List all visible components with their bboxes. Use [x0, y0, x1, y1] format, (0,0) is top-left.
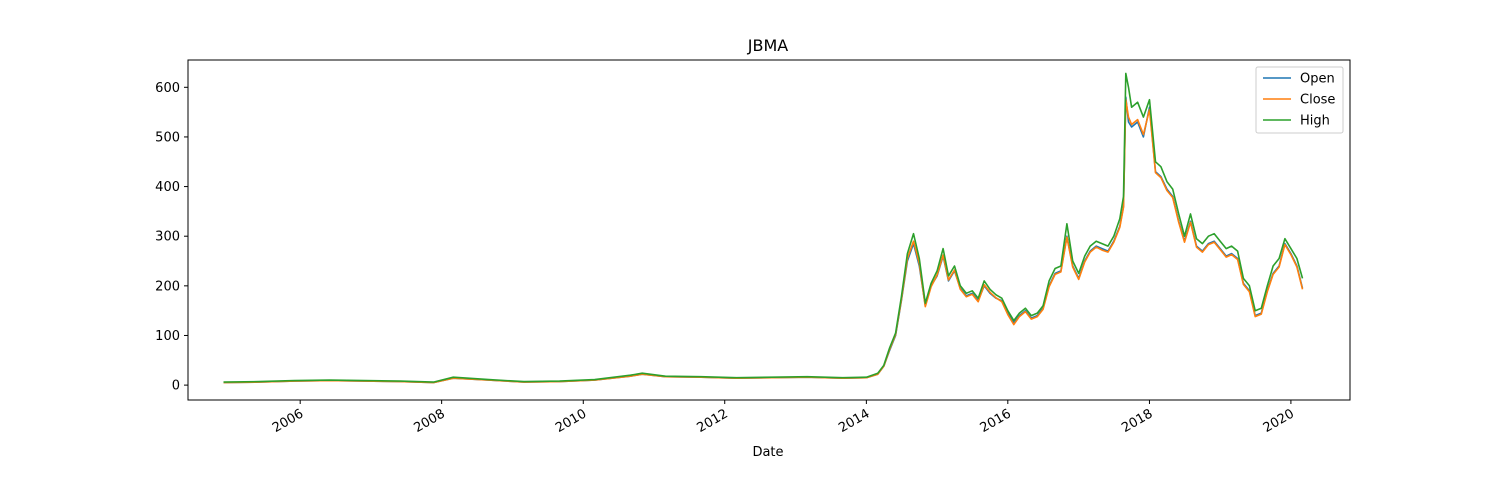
- y-tick-label: 600: [155, 81, 180, 96]
- y-tick-label: 500: [155, 130, 180, 145]
- legend-label-open: Open: [1300, 72, 1335, 87]
- y-tick-label: 200: [155, 279, 180, 294]
- x-axis-title: Date: [752, 445, 783, 460]
- legend-box: [1255, 66, 1344, 134]
- y-tick-label: 0: [172, 379, 180, 394]
- legend-label-close: Close: [1300, 93, 1335, 108]
- series-lines: [223, 72, 1304, 384]
- y-axis: 0 100 200 300 400 500 600: [155, 81, 188, 394]
- plot-frame: [187, 59, 1351, 401]
- legend: Open Close High: [1255, 66, 1344, 134]
- y-tick-label: 100: [155, 329, 180, 344]
- legend-label-high: High: [1300, 114, 1330, 129]
- y-tick-label: 300: [155, 230, 180, 245]
- y-tick-label: 400: [155, 180, 180, 195]
- series-line-high: [223, 72, 1304, 383]
- chart-title: JBMA: [747, 36, 789, 55]
